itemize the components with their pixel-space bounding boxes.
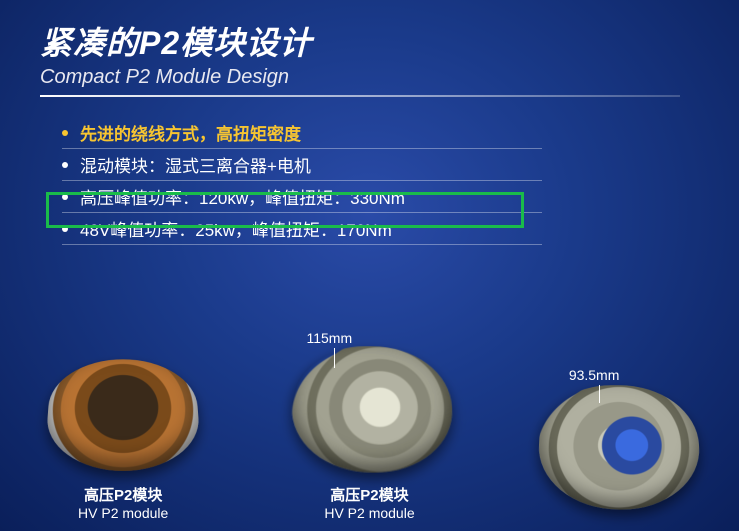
bullet-separator	[62, 244, 542, 245]
dimension-label: 93.5mm	[569, 367, 620, 383]
dimension-line	[334, 348, 335, 368]
module-hv-stator: 高压P2模块 HV P2 module	[28, 332, 218, 521]
module-label-en: HV P2 module	[28, 505, 218, 521]
bullet-text: 48V峰值功率：25kw，峰值扭矩：170Nm	[80, 216, 392, 241]
bullet-dot-icon	[62, 194, 68, 200]
slide: 紧凑的P2模块设计 Compact P2 Module Design 先进的绕线…	[0, 0, 739, 531]
bullet-text: 先进的绕线方式，高扭矩密度	[80, 120, 301, 145]
module-image: 115mm	[274, 332, 464, 480]
title-divider	[40, 95, 680, 97]
bullet-item: 高压峰值功率：120kw，峰值扭矩：330Nm	[62, 181, 709, 212]
bullet-dot-icon	[62, 130, 68, 136]
module-image: 93.5mm	[521, 369, 711, 517]
bullet-dot-icon	[62, 226, 68, 232]
gearbox-icon	[289, 346, 456, 472]
bullet-item: 先进的绕线方式，高扭矩密度	[62, 117, 709, 148]
module-48v-gearbox: 93.5mm	[521, 369, 711, 521]
bullet-text: 高压峰值功率：120kw，峰值扭矩：330Nm	[80, 184, 405, 209]
module-image	[28, 332, 218, 480]
module-label-cn: 高压P2模块	[28, 484, 218, 505]
bullet-list: 先进的绕线方式，高扭矩密度 混动模块：湿式三离合器+电机 高压峰值功率：120k…	[62, 117, 709, 245]
bullet-dot-icon	[62, 162, 68, 168]
title-cn: 紧凑的P2模块设计	[40, 18, 709, 64]
dimension-label: 115mm	[306, 330, 352, 346]
bullet-text: 混动模块：湿式三离合器+电机	[80, 152, 311, 177]
title-en: Compact P2 Module Design	[40, 66, 709, 89]
module-hv-gearbox: 115mm 高压P2模块 HV P2 module	[274, 332, 464, 521]
module-label-en: HV P2 module	[274, 505, 464, 521]
stator-icon	[44, 359, 203, 471]
module-row: 高压P2模块 HV P2 module 115mm 高压P2模块 HV P2 m…	[0, 332, 739, 521]
bullet-item: 混动模块：湿式三离合器+电机	[62, 149, 709, 180]
gearbox-icon	[536, 385, 702, 509]
module-label-cn: 高压P2模块	[274, 484, 464, 505]
dimension-line	[599, 385, 600, 403]
bullet-item: 48V峰值功率：25kw，峰值扭矩：170Nm	[62, 213, 709, 244]
